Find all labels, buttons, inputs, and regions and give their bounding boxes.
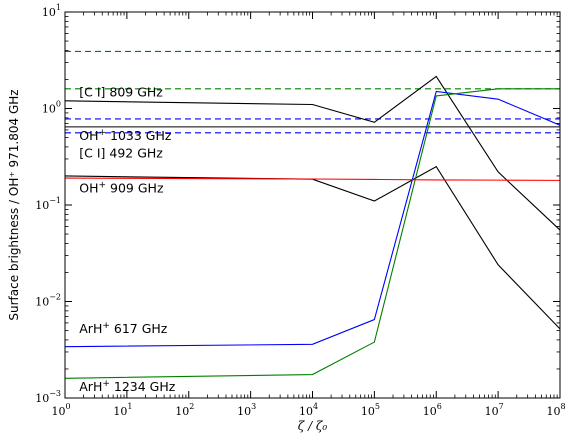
axis-ticks [64,11,561,399]
annotation-0: [C I] 809 GHz [79,85,163,100]
plot-frame [64,11,561,399]
annotation-5: ArH+ 1234 GHz [79,379,175,394]
annotation-3: OH+ 909 GHz [79,180,164,195]
x-axis-label: ζ / ζ₀ [298,419,328,433]
x-tick-label-3: 103 [237,402,256,418]
series-lines [65,75,560,379]
line-annotations: [C I] 809 GHz OH+ 1033 GHz [C I] 492 GHz OH… [79,85,175,395]
y-tick-label-1: 10−2 [35,293,61,309]
tick-labels: 100 101 102 103 104 105 106 107 108 10−3 10−2 10−1 1… [35,3,565,418]
x-tick-label-7: 107 [485,402,504,418]
series-line-0 [65,75,560,231]
x-tick-label-6: 106 [423,402,442,418]
y-tick-label-2: 10−1 [35,196,61,212]
y-axis-label: Surface brightness / OH⁺ 971.804 GHz [7,89,21,320]
reference-lines [65,50,560,134]
y-tick-label-4: 101 [42,3,61,19]
annotation-1: OH+ 1033 GHz [79,128,172,143]
series-line-3 [65,88,560,379]
series-line-2 [65,90,560,348]
x-tick-label-5: 105 [361,402,380,418]
x-tick-label-4: 104 [299,402,318,418]
annotation-4: ArH+ 617 GHz [79,321,168,336]
y-tick-label-3: 100 [42,100,61,116]
series-line-4 [65,177,560,181]
annotation-2: [C I] 492 GHz [79,146,163,161]
y-tick-label-0: 10−3 [35,389,61,405]
x-tick-label-8: 108 [546,402,565,418]
x-tick-label-0: 100 [51,402,70,418]
x-tick-label-1: 101 [113,402,132,418]
x-tick-label-2: 102 [175,402,194,418]
